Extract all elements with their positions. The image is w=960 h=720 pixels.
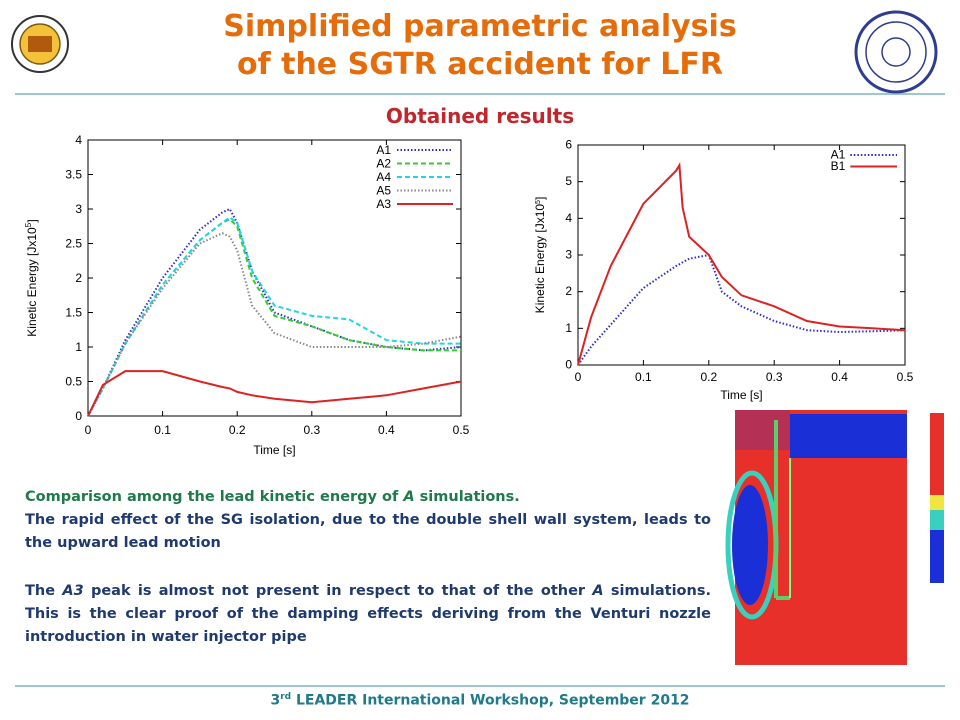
legend-label: A2 [376, 157, 391, 171]
x-tick-label: 0.3 [303, 423, 320, 437]
title-line: of the SGTR accident for LFR [237, 47, 723, 82]
footer-run: LEADER International Workshop, September… [291, 692, 690, 709]
text-run: The [25, 583, 63, 599]
title-line: Simplified parametric analysis [223, 9, 737, 44]
text-run: A3 [62, 583, 84, 599]
y-axis-label-part: Kinetic Energy [Jx10 [25, 227, 39, 337]
x-tick-label: 0.5 [897, 370, 914, 384]
text-run: simulations. [414, 489, 520, 505]
legend-label: A1 [376, 143, 391, 157]
y-tick-label: 0 [75, 409, 82, 423]
series-line [87, 216, 461, 417]
y-tick-label: 3 [75, 202, 82, 216]
x-tick-label: 0.4 [831, 370, 848, 384]
y-tick-label: 2 [75, 271, 82, 285]
series-line [87, 207, 462, 417]
y-axis-label-part: ] [533, 197, 547, 200]
y-tick-label: 3 [565, 248, 572, 262]
x-tick-label: 0.2 [229, 423, 246, 437]
legend-label: A5 [376, 184, 391, 198]
footer-run: rd [280, 692, 292, 702]
chart: 0 1 2 3 4 5 6 0 0.1 0.2 0.3 0.4 0.5 Time [s] Kinetic E… [533, 138, 914, 403]
x-tick-label: 0 [575, 370, 582, 384]
y-tick-label: 4 [565, 211, 572, 225]
y-axis-label: Kinetic Energy [Jx105] [533, 197, 547, 314]
y-tick-label: 0.5 [65, 375, 82, 389]
left-logo [11, 15, 69, 73]
x-tick-label: 0 [85, 423, 92, 437]
series-line [87, 232, 462, 417]
y-tick-label: 1 [565, 321, 572, 335]
chart: 0 0.5 1 1.5 2 2.5 3 3.5 4 0 0.1 0.2 0.3 0.4 0.5 Time [s… [23, 133, 469, 457]
x-tick-label: 0.4 [378, 423, 395, 437]
x-axis-label: Time [s] [720, 388, 762, 402]
y-axis-label: Kinetic Energy [Jx105] [23, 219, 39, 336]
x-tick-label: 0.1 [154, 423, 171, 437]
x-tick-label: 0.2 [700, 370, 717, 384]
y-tick-label: 1.5 [65, 306, 82, 320]
y-tick-label: 3.5 [65, 168, 82, 182]
text-run: Comparison among the lead kinetic energy… [25, 489, 404, 505]
plot-frame [87, 139, 462, 417]
series-line [87, 370, 462, 417]
x-tick-label: 0.3 [766, 370, 783, 384]
y-tick-label: 0 [565, 358, 572, 372]
y-axis-label-part: 5 [23, 222, 33, 227]
legend-label: A3 [376, 197, 391, 211]
y-tick-label: 6 [565, 138, 572, 152]
subtitle: Obtained results [385, 104, 575, 128]
simulation-image [725, 410, 944, 680]
text-run: simulations. This is the clear proof of … [25, 583, 711, 645]
footer-run: 3 [270, 692, 281, 709]
footer: 3rd LEADER International Workshop, Septe… [0, 692, 960, 709]
text-run: peak is almost not present in respect to… [83, 583, 593, 599]
series-line [577, 253, 906, 366]
x-tick-label: 0.5 [453, 423, 470, 437]
legend-label: A4 [376, 170, 391, 184]
y-axis-label-part: 5 [535, 200, 542, 204]
y-axis-label-part: ] [25, 219, 39, 222]
series-line [577, 161, 906, 366]
text-run: A [403, 489, 415, 505]
comparison-text: Comparison among the lead kinetic energy… [25, 486, 711, 509]
y-tick-label: 1 [75, 340, 82, 354]
y-tick-label: 2 [565, 284, 572, 298]
x-axis-label: Time [s] [253, 443, 295, 457]
x-tick-label: 0.1 [635, 370, 652, 384]
y-tick-label: 2.5 [65, 237, 82, 251]
peak-text: The A3 peak is almost not present in res… [25, 580, 711, 649]
text-run: A [592, 583, 604, 599]
legend-label: A1 [831, 148, 846, 162]
right-logo [854, 10, 938, 94]
effect-text: The rapid effect of the SG isolation, du… [25, 512, 711, 551]
y-tick-label: 4 [75, 133, 82, 147]
y-tick-label: 5 [565, 174, 572, 188]
y-axis-label-part: Kinetic Energy [Jx10 [533, 204, 547, 314]
legend-label: B1 [831, 159, 846, 173]
